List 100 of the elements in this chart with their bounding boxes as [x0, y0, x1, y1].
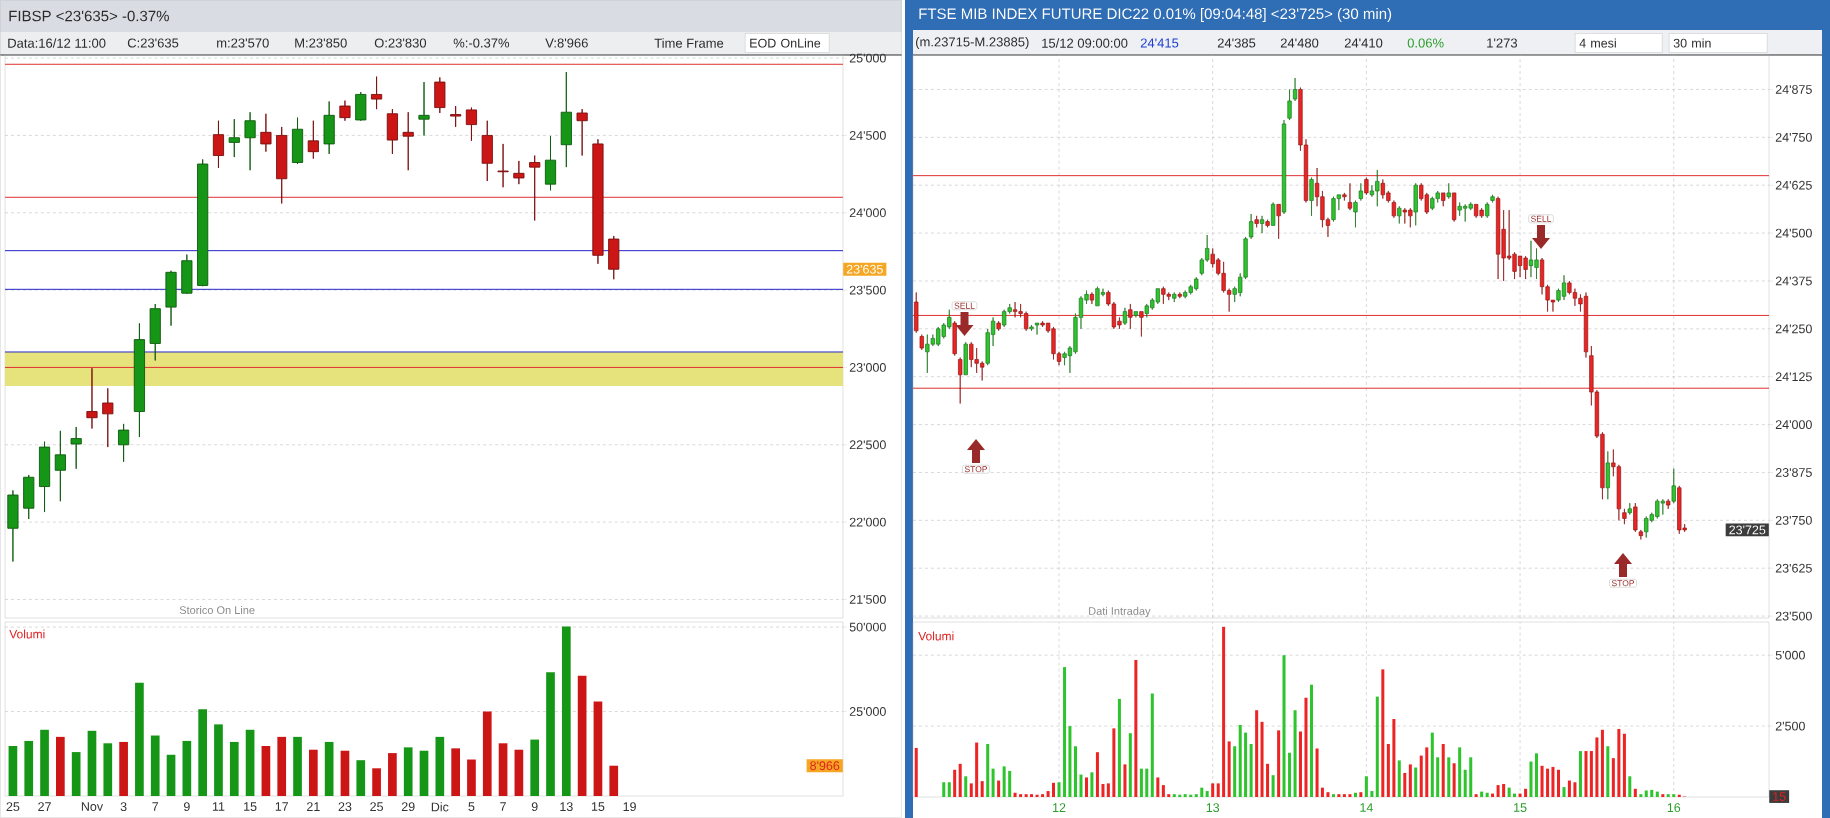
bar — [1644, 790, 1648, 798]
bar — [1255, 710, 1259, 798]
candlestick — [1413, 182, 1418, 226]
candlestick — [291, 117, 304, 165]
bar — [1397, 760, 1401, 798]
candlestick — [165, 270, 177, 327]
x-tick-label: 27 — [38, 802, 51, 811]
x-tick-label: 9 — [183, 802, 190, 812]
bar — [1320, 787, 1324, 798]
candlestick — [1287, 89, 1292, 121]
candlestick — [244, 111, 256, 171]
candlestick — [102, 387, 114, 448]
bar — [947, 782, 951, 798]
bar — [1112, 728, 1116, 798]
x-tick-label: 19 — [623, 802, 636, 812]
x-tick-label: Nov — [81, 802, 104, 811]
bar — [1282, 655, 1286, 798]
y-tick-label: 22'000 — [849, 517, 886, 527]
bar — [958, 763, 962, 798]
bar — [40, 729, 49, 796]
bar — [980, 781, 984, 798]
bar — [1057, 782, 1061, 798]
bar — [1277, 730, 1281, 798]
bar — [1271, 775, 1275, 798]
candlestick — [1133, 311, 1138, 318]
bar — [1672, 794, 1676, 798]
bar — [1233, 746, 1237, 798]
bar — [1447, 757, 1451, 798]
candlestick — [1353, 200, 1358, 228]
bar — [986, 743, 990, 798]
bar — [593, 701, 603, 796]
bar — [1408, 764, 1412, 798]
y-tick-label: 23'000 — [849, 363, 886, 372]
bar — [530, 739, 540, 796]
text: O:23'830 — [374, 38, 427, 48]
y-tick-label: 23'750 — [1775, 515, 1812, 525]
annotation: SELL — [954, 302, 975, 309]
bar — [1073, 746, 1077, 798]
bar — [1172, 794, 1176, 798]
bar — [577, 675, 587, 796]
bar — [1458, 747, 1462, 798]
text: 24'410 — [1344, 38, 1383, 48]
bar — [1463, 769, 1467, 798]
bar — [1573, 782, 1577, 798]
bar — [1370, 791, 1374, 798]
x-tick-label: 13 — [1206, 803, 1220, 813]
candlestick — [497, 143, 509, 188]
candlestick — [1177, 292, 1182, 299]
candlestick — [1292, 77, 1298, 102]
x-tick-label: 15 — [591, 802, 605, 811]
candlestick — [355, 91, 367, 122]
candlestick — [560, 71, 572, 168]
bar — [1496, 785, 1500, 798]
candlestick — [919, 334, 924, 351]
x-tick-label: 15 — [1514, 803, 1527, 812]
bar — [1326, 792, 1330, 798]
bar — [372, 768, 381, 796]
bar — [1507, 787, 1511, 798]
candlestick — [1638, 529, 1643, 540]
bar — [609, 765, 619, 796]
bar — [435, 736, 445, 796]
annotation: Dati Intraday — [1089, 606, 1151, 618]
bar — [261, 746, 271, 796]
x-tick-label: 5 — [468, 802, 475, 811]
x-tick-label: 23 — [338, 802, 352, 812]
text: EOD OnLine — [750, 38, 821, 48]
bar — [1452, 763, 1456, 798]
candlestick — [197, 158, 209, 287]
y-tick-label: 25'000 — [849, 707, 886, 716]
text: 24'415 — [1140, 38, 1179, 48]
x-tick-label: 25 — [370, 802, 383, 812]
bar — [1546, 768, 1550, 798]
bar — [1518, 793, 1522, 798]
bar — [214, 724, 223, 796]
candlestick — [1633, 502, 1638, 533]
bar — [1562, 787, 1566, 798]
bar — [293, 736, 302, 796]
candlestick — [1490, 194, 1495, 203]
bar — [451, 748, 460, 796]
text: 30 min — [1673, 38, 1711, 48]
bar — [419, 750, 429, 796]
candlestick — [544, 135, 557, 191]
candlestick — [450, 105, 462, 128]
candlestick — [1666, 498, 1671, 510]
y-tick-label: 22'500 — [849, 440, 886, 450]
bar — [1222, 626, 1226, 798]
bar — [1567, 780, 1571, 798]
bar — [969, 783, 973, 798]
x-tick-label: 16 — [1667, 803, 1681, 813]
x-tick-label: 9 — [531, 802, 538, 812]
bar — [1019, 794, 1023, 798]
y-tick-label: 24'000 — [1775, 420, 1812, 430]
text: 24'385 — [1217, 38, 1256, 48]
y-tick-label: 23'875 — [1775, 468, 1812, 477]
bar — [1205, 791, 1209, 798]
bar — [1315, 748, 1319, 798]
y-tick-label: 23'500 — [849, 285, 886, 295]
bar — [1359, 792, 1363, 798]
bar — [1123, 764, 1127, 798]
bar — [340, 750, 350, 796]
